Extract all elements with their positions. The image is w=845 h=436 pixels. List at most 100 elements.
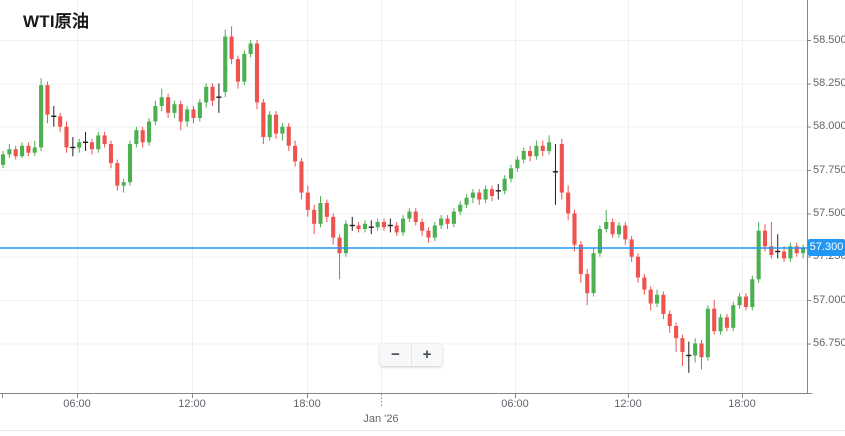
candle-body — [127, 144, 133, 183]
candle — [286, 123, 291, 151]
candle-body — [140, 130, 145, 143]
candle-body — [552, 171, 559, 173]
candle — [394, 222, 399, 236]
candle — [597, 225, 602, 257]
candle — [102, 131, 107, 148]
candle-body — [26, 145, 31, 153]
candle-body — [731, 305, 736, 328]
candle — [635, 253, 641, 283]
candle — [318, 196, 323, 228]
candle — [756, 222, 761, 283]
candle — [185, 105, 190, 127]
candle — [159, 88, 164, 112]
candle-body — [515, 159, 520, 169]
candle-body — [420, 222, 425, 231]
candle-body — [77, 142, 82, 148]
candle-body — [458, 204, 463, 212]
candle-body — [426, 230, 431, 238]
candle — [534, 140, 539, 160]
candle-body — [362, 223, 367, 229]
price-tick-label: 57.750 — [813, 163, 845, 176]
candle — [20, 142, 25, 158]
candle — [521, 147, 526, 164]
candle-body — [242, 53, 247, 82]
candle — [743, 293, 748, 311]
candle-body — [756, 230, 761, 280]
candle — [299, 157, 304, 200]
candle — [801, 244, 806, 259]
candle — [540, 140, 545, 157]
price-tick-label: 58.500 — [813, 33, 845, 46]
candle-body — [254, 43, 260, 103]
candle — [172, 100, 177, 118]
candle — [96, 131, 101, 153]
candle — [794, 242, 799, 257]
candle-body — [153, 105, 158, 122]
candle-body — [559, 144, 564, 193]
candle-body — [293, 145, 298, 162]
candle-body — [229, 36, 234, 60]
candle-body — [394, 225, 399, 233]
candle-body — [51, 115, 57, 117]
candle-body — [801, 248, 806, 254]
candle-body — [750, 279, 755, 307]
candle — [604, 209, 609, 233]
candle — [547, 135, 552, 155]
candle — [661, 291, 666, 320]
candle-body — [477, 192, 482, 200]
candle-body — [147, 121, 152, 143]
candle-body — [115, 163, 120, 186]
candle — [483, 185, 488, 203]
candle-body — [413, 211, 418, 222]
candle — [115, 159, 120, 191]
zoom-out-button[interactable]: − — [380, 344, 411, 366]
candle-body — [235, 59, 240, 82]
candle-body — [7, 149, 12, 155]
candle-body — [674, 326, 679, 339]
candle-body — [743, 296, 748, 307]
candle — [712, 300, 717, 335]
candle — [451, 208, 456, 228]
date-label: Jan '26 — [363, 413, 399, 425]
candle-body — [185, 109, 190, 122]
candle-body — [0, 154, 6, 165]
zoom-in-button[interactable]: + — [411, 344, 442, 366]
time-tick-label: 12:00 — [614, 398, 642, 410]
candle — [731, 301, 736, 332]
candle — [153, 100, 158, 125]
candle — [349, 216, 355, 231]
candle-body — [737, 296, 742, 306]
candle-body — [13, 149, 18, 157]
candle-body — [769, 246, 774, 255]
chart-title: WTI原油 — [23, 12, 90, 31]
candle-body — [102, 135, 107, 144]
candle — [401, 215, 406, 236]
candle — [204, 83, 209, 108]
candles — [0, 26, 806, 373]
time-tick-label: 18:00 — [728, 398, 756, 410]
axes — [0, 0, 812, 406]
candle — [375, 218, 380, 231]
candle-body — [623, 225, 628, 240]
candle-body — [318, 203, 323, 224]
candle — [572, 209, 577, 252]
candle — [470, 189, 475, 203]
candle-body — [788, 246, 793, 259]
candle — [648, 286, 653, 311]
candle — [7, 144, 12, 158]
candle-body — [197, 102, 202, 118]
candle-body — [401, 218, 406, 233]
candle — [197, 99, 202, 122]
candle — [343, 220, 348, 257]
candle — [147, 118, 152, 146]
candle-body — [204, 86, 209, 103]
candle-body — [693, 343, 698, 356]
candle — [552, 144, 559, 205]
candle-body — [324, 203, 329, 217]
candle — [70, 137, 76, 157]
candle-body — [70, 146, 76, 149]
price-tick-label: 58.250 — [813, 76, 845, 89]
price-tick-label: 57.000 — [813, 293, 845, 306]
candle — [502, 175, 507, 195]
